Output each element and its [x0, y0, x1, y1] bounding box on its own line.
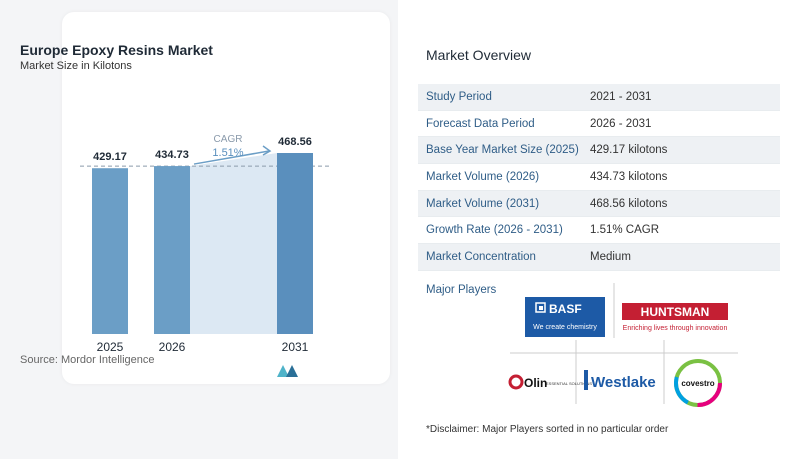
disclaimer: *Disclaimer: Major Players sorted in no …	[426, 424, 669, 435]
overview-table: Study Period 2021 - 2031 Forecast Data Pe…	[418, 84, 780, 271]
cagr-label: CAGR	[214, 134, 243, 145]
category-label-2026: 2026	[159, 340, 186, 354]
row-value: 429.17 kilotons	[590, 144, 668, 157]
row-value: 2026 - 2031	[590, 117, 652, 130]
row-value: 2021 - 2031	[590, 90, 652, 103]
overview-row: Forecast Data Period 2026 - 2031	[418, 111, 780, 138]
row-value: Medium	[590, 250, 631, 263]
huntsman-tagline: Enriching lives through innovation	[623, 325, 728, 332]
row-key: Market Volume (2031)	[426, 197, 540, 210]
cagr-value: 1.51%	[212, 147, 243, 159]
chart-subtitle: Market Size in Kilotons	[20, 60, 132, 72]
overview-row: Base Year Market Size (2025) 429.17 kilot…	[418, 137, 780, 165]
row-key: Forecast Data Period	[426, 117, 535, 130]
row-value: 468.56 kilotons	[590, 197, 668, 210]
row-key: Market Volume (2026)	[426, 170, 540, 183]
player-logos: BASF We create chemistry HUNTSMAN Enrich…	[508, 283, 738, 407]
row-key: Market Concentration	[426, 250, 536, 263]
value-label-2025: 429.17	[93, 151, 127, 163]
bar-2026	[154, 166, 190, 334]
market-overview-panel: Market Overview Study Period 2021 - 2031 …	[398, 0, 800, 459]
players-title: Major Players	[426, 284, 497, 296]
bar-2031	[277, 153, 313, 334]
basf-tagline: We create chemistry	[533, 324, 597, 331]
cagr-arrow-line	[193, 150, 270, 165]
growth-area	[190, 153, 277, 334]
huntsman-name: HUNTSMAN	[641, 305, 710, 319]
basf-logo: BASF We create chemistry	[525, 297, 605, 337]
overview-row: Market Volume (2026) 434.73 kilotons	[418, 164, 780, 191]
row-key: Study Period	[426, 90, 492, 103]
olin-logo: Olin ESSENTIAL SOLUTIONS	[508, 374, 592, 390]
westlake-logo: Westlake	[584, 370, 656, 391]
huntsman-logo: HUNTSMAN Enriching lives through innovat…	[622, 303, 728, 332]
cagr-arrow-head	[262, 145, 272, 156]
olin-tagline: ESSENTIAL SOLUTIONS	[546, 381, 592, 386]
chart-title: Europe Epoxy Resins Market	[20, 42, 213, 58]
category-label-2031: 2031	[282, 340, 309, 354]
basf-name: BASF	[549, 302, 582, 316]
row-value: 1.51% CAGR	[590, 224, 660, 237]
overview-row: Market Concentration Medium	[418, 244, 780, 271]
row-key: Growth Rate (2026 - 2031)	[426, 224, 563, 237]
row-key: Base Year Market Size (2025)	[426, 144, 579, 157]
category-label-2025: 2025	[97, 340, 124, 354]
covestro-logo: covestro	[674, 359, 722, 407]
row-value: 434.73 kilotons	[590, 170, 668, 183]
mordor-logo	[277, 365, 298, 377]
overview-row: Market Volume (2031) 468.56 kilotons	[418, 190, 780, 218]
overview-row: Growth Rate (2026 - 2031) 1.51% CAGR	[418, 217, 780, 245]
olin-name: Olin	[524, 376, 547, 390]
value-label-2031: 468.56	[278, 136, 312, 148]
value-label-2026: 434.73	[155, 149, 189, 161]
covestro-name: covestro	[681, 379, 714, 388]
source-text: Source: Mordor Intelligence	[20, 354, 155, 366]
westlake-name: Westlake	[591, 374, 656, 391]
overview-title: Market Overview	[426, 47, 532, 63]
overview-row: Study Period 2021 - 2031	[418, 84, 780, 111]
bar-2025	[92, 168, 128, 334]
bar-chart: 429.17 2025 434.73 2026 468.56 2031 CAGR 1.51%	[80, 134, 330, 377]
